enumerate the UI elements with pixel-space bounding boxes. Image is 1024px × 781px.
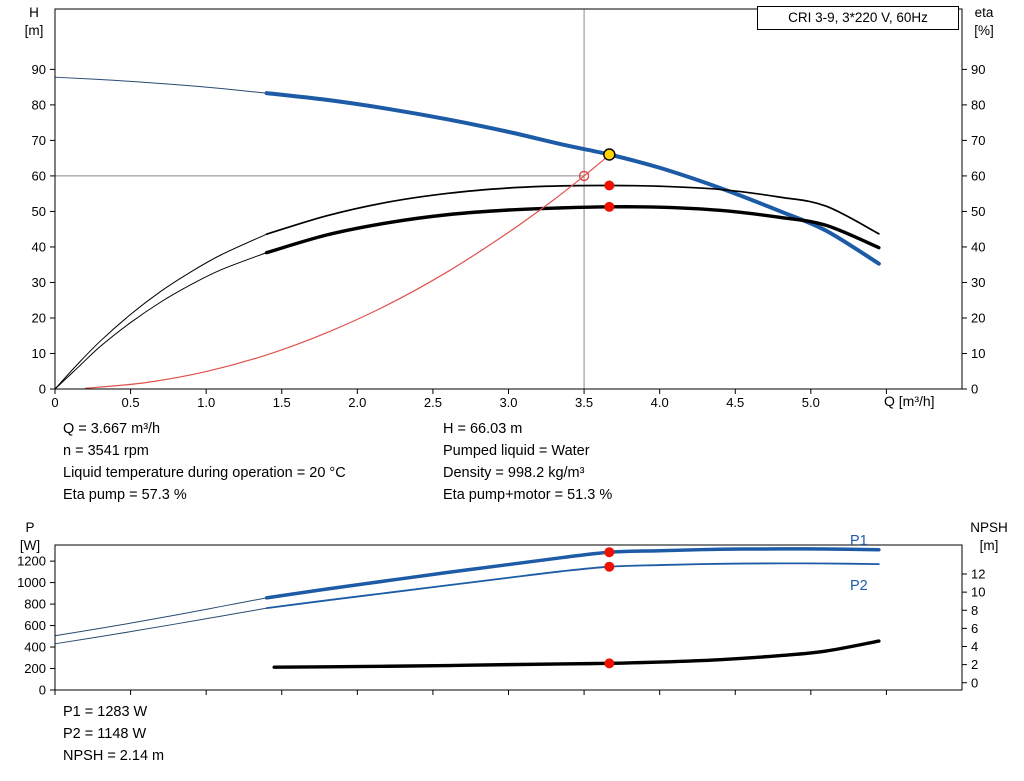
x-tick-label: 1.0 xyxy=(197,395,215,410)
x-tick-label: 4.0 xyxy=(651,395,669,410)
y-left-tick-label: 70 xyxy=(32,133,46,148)
p1-value: P1 = 1283 W xyxy=(63,704,148,720)
eta-pump-motor-value: Eta pump+motor = 51.3 % xyxy=(443,487,613,503)
y-right-tick-label: 30 xyxy=(971,275,985,290)
y-right-tick-label: 50 xyxy=(971,204,985,219)
qh-eta-chart: 0 0.5 1.0 1.5 2.0 2.5 3.0 3.5 4.0 4.5 5.0 0 10 20 30 40… xyxy=(32,8,985,410)
x-tick-label: 3.0 xyxy=(499,395,517,410)
q-axis-label: Q [m³/h] xyxy=(884,393,935,409)
x-tick-label: 1.5 xyxy=(273,395,291,410)
y-left-tick-label: 20 xyxy=(32,310,46,325)
y-left-tick-label: 1200 xyxy=(17,554,46,569)
y-left-tick-label: 30 xyxy=(32,275,46,290)
curve-system-curve xyxy=(84,154,610,389)
curve-eta-pump xyxy=(265,184,880,236)
y-left-tick-label: 60 xyxy=(32,168,46,183)
power-npsh-chart-svg: 0 200 400 600 800 1000 1200 0 2 4 6 8 10 12 xyxy=(17,544,985,698)
y-right-tick-label: 10 xyxy=(971,346,985,361)
actual-duty-point-marker xyxy=(603,148,616,161)
y-left-tick-label: 50 xyxy=(32,204,46,219)
p-axis-label: P xyxy=(25,520,35,535)
y-left-tick-label: 400 xyxy=(24,640,46,655)
y-left-tick-label: 1000 xyxy=(17,575,46,590)
npsh-point-marker xyxy=(604,658,615,669)
npsh-value: NPSH = 2.14 m xyxy=(63,748,165,764)
curve-p2 xyxy=(265,562,880,610)
plot-frame xyxy=(54,8,963,390)
y-right-tick-label: 10 xyxy=(971,585,985,600)
y-right-tick-label: 40 xyxy=(971,239,985,254)
x-tick-label: 2.5 xyxy=(424,395,442,410)
h-axis-unit: [m] xyxy=(24,23,44,38)
p2-value: P2 = 1148 W xyxy=(63,726,147,742)
npsh-axis-label: NPSH xyxy=(970,520,1008,535)
y-right-tick-label: 80 xyxy=(971,97,985,112)
density-value: Density = 998.2 kg/m³ xyxy=(443,465,585,481)
requested-duty-point-marker xyxy=(578,170,590,182)
x-tick-label: 5.0 xyxy=(802,395,820,410)
curve-p1-extension xyxy=(54,597,268,637)
x-tick-label: 0.5 xyxy=(122,395,140,410)
y-left-tick-label: 90 xyxy=(32,62,46,77)
y-right-tick-label: 2 xyxy=(971,657,978,672)
y-right-tick-label: 60 xyxy=(971,168,985,183)
h-axis-label: H xyxy=(29,5,39,20)
curve-p2-extension xyxy=(54,607,268,645)
npsh-axis-unit: [m] xyxy=(979,538,999,553)
y-left-tick-label: 200 xyxy=(24,661,46,676)
power-info-column: P1 = 1283 W P2 = 1148 W NPSH = 2.14 m xyxy=(63,701,164,767)
curve-eta-pump-motor-extension xyxy=(54,252,268,390)
y-left-tick-label: 800 xyxy=(24,597,46,612)
curve-eta-pump-extension xyxy=(54,233,268,390)
power-npsh-chart: 0 200 400 600 800 1000 1200 0 2 4 6 8 10 12 xyxy=(0,518,1024,705)
y-right-tick-label: 12 xyxy=(971,567,985,582)
liquid-temp-value: Liquid temperature during operation = 20… xyxy=(63,465,346,481)
head-value: H = 66.03 m xyxy=(443,421,523,437)
y-left-tick-label: 10 xyxy=(32,346,46,361)
eta-axis-label: eta xyxy=(974,5,994,20)
duty-info-right-column: H = 66.03 m Pumped liquid = Water Densit… xyxy=(443,418,612,506)
y-left-tick-label: 40 xyxy=(32,239,46,254)
qh-eta-chart-svg: 0 0.5 1.0 1.5 2.0 2.5 3.0 3.5 4.0 4.5 5.0 0 10 20 30 40… xyxy=(32,8,985,410)
x-tick-label: 3.5 xyxy=(575,395,593,410)
eta-axis-unit: [%] xyxy=(974,23,994,38)
duty-info-left-column: Q = 3.667 m³/h n = 3541 rpm Liquid tempe… xyxy=(63,418,346,506)
x-tick-label: 4.5 xyxy=(726,395,744,410)
p2-series-label: P2 xyxy=(850,578,868,594)
curve-eta-pump-motor xyxy=(264,205,881,255)
pump-model-badge: CRI 3-9, 3*220 V, 60Hz xyxy=(757,6,959,30)
speed-value: n = 3541 rpm xyxy=(63,443,149,459)
y-right-tick-label: 6 xyxy=(971,621,978,636)
y-left-tick-label: 0 xyxy=(39,382,46,397)
p2-point-marker xyxy=(604,561,615,572)
curve-qh xyxy=(264,91,881,266)
y-right-tick-label: 20 xyxy=(971,310,985,325)
y-right-tick-label: 0 xyxy=(971,382,978,397)
y-right-tick-label: 0 xyxy=(971,675,978,690)
curve-qh-extension xyxy=(54,76,268,94)
eta-pump-motor-point-marker xyxy=(604,201,615,212)
curve-npsh xyxy=(272,639,881,669)
y-left-tick-label: 600 xyxy=(24,618,46,633)
pumped-liquid-value: Pumped liquid = Water xyxy=(443,443,590,459)
x-tick-label: 2.0 xyxy=(348,395,366,410)
eta-pump-value: Eta pump = 57.3 % xyxy=(63,487,187,503)
y-left-tick-label: 80 xyxy=(32,97,46,112)
y-right-tick-label: 4 xyxy=(971,639,978,654)
x-tick-label: 0 xyxy=(51,395,58,410)
p-axis-unit: [W] xyxy=(19,538,41,553)
p1-series-label: P1 xyxy=(850,533,868,549)
eta-pump-point-marker xyxy=(604,180,615,191)
flow-value: Q = 3.667 m³/h xyxy=(63,421,161,437)
p1-point-marker xyxy=(604,547,615,558)
curve-p1 xyxy=(264,547,881,600)
y-right-tick-label: 90 xyxy=(971,62,985,77)
plot-frame xyxy=(54,544,963,691)
y-left-tick-label: 0 xyxy=(39,683,46,698)
y-right-tick-label: 8 xyxy=(971,603,978,618)
y-right-tick-label: 70 xyxy=(971,133,985,148)
